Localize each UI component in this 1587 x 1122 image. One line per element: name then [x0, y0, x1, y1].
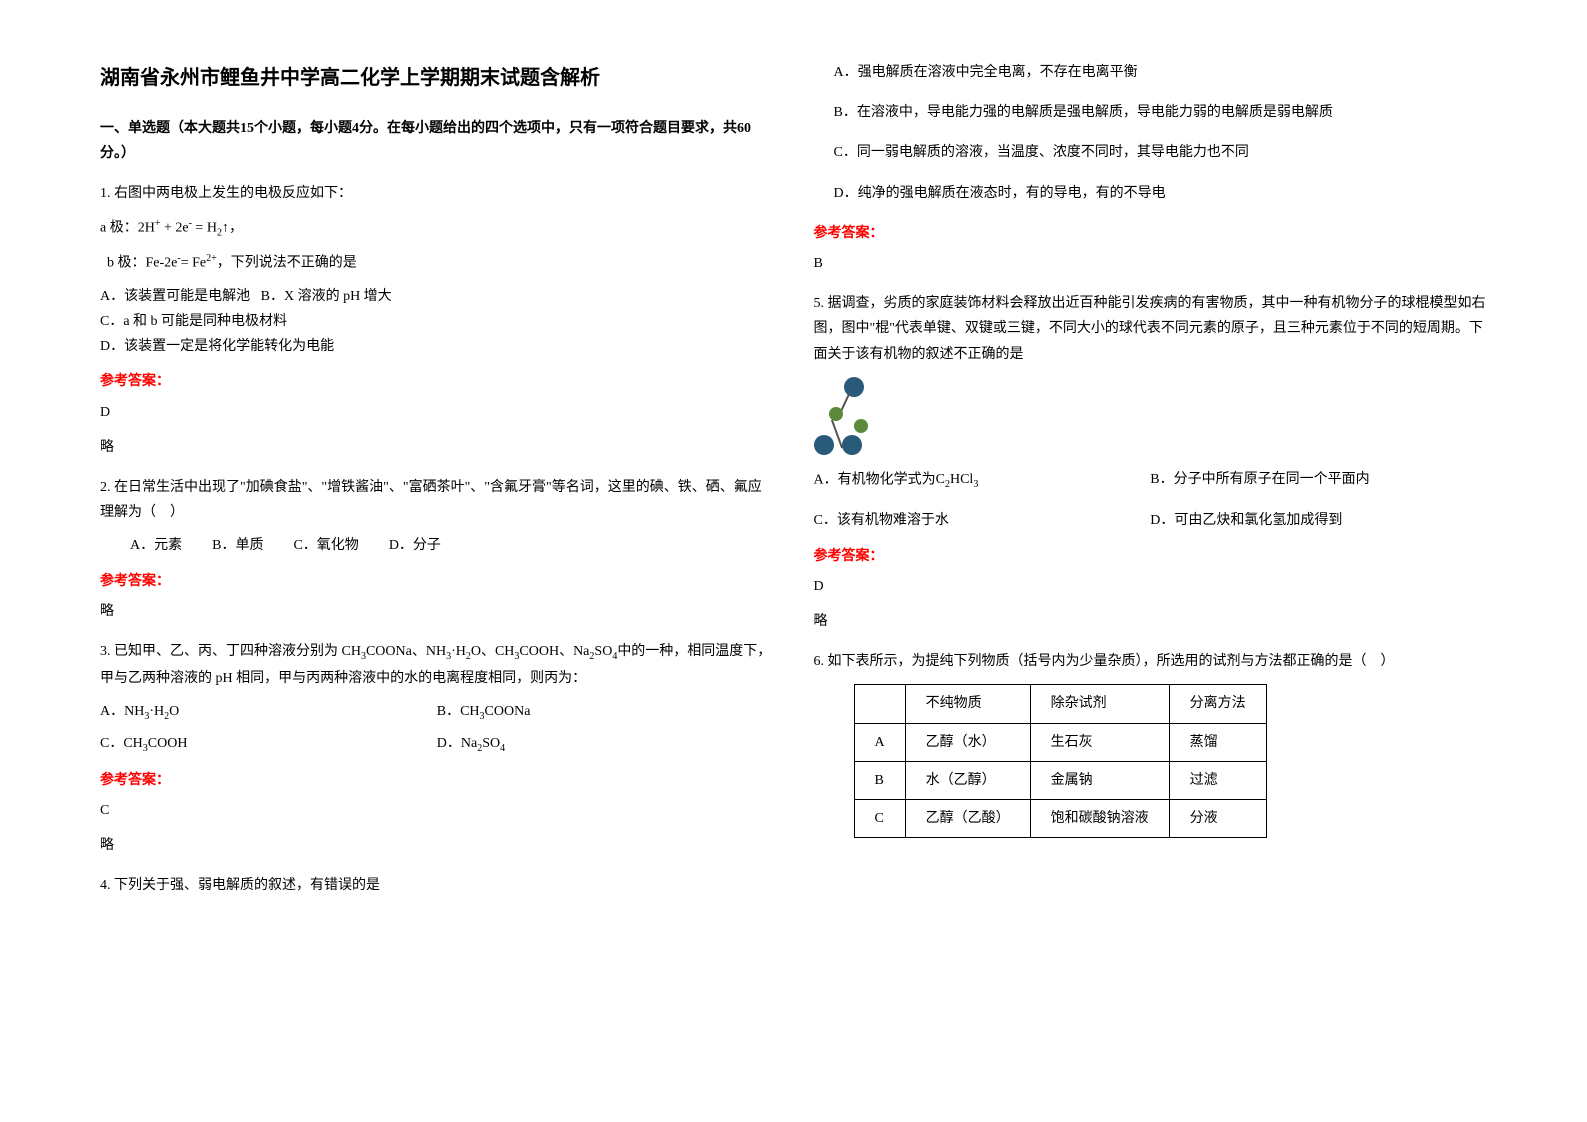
q4-answer: B [814, 251, 1488, 276]
question-6: 6. 如下表所示，为提纯下列物质（括号内为少量杂质），所选用的试剂与方法都正确的… [814, 649, 1488, 838]
q1-line3: b 极：Fe-2e-= Fe2+，下列说法不正确的是 [100, 250, 774, 276]
page-title: 湖南省永州市鲤鱼井中学高二化学上学期期末试题含解析 [100, 60, 774, 96]
th-3: 分离方法 [1169, 685, 1266, 723]
q1-note: 略 [100, 435, 774, 460]
question-3: 3. 已知甲、乙、丙、丁四种溶液分别为 CH3COONa、NH3·H2O、CH3… [100, 639, 774, 858]
right-column: A．强电解质在溶液中完全电离，不存在电离平衡 B．在溶液中，导电能力强的电解质是… [794, 60, 1508, 1062]
q1-optC: C．a 和 b 可能是同种电极材料 [100, 309, 774, 334]
q3-optD: D．Na2SO4 [437, 731, 774, 758]
q4-optD: D．纯净的强电解质在液态时，有的导电，有的不导电 [834, 181, 1488, 206]
q2-note: 略 [100, 599, 774, 624]
section-header: 一、单选题（本大题共15个小题，每小题4分。在每小题给出的四个选项中，只有一项符… [100, 116, 774, 166]
q2-options: A．元素 B．单质 C．氧化物 D．分子 [130, 533, 774, 558]
table-header-row: 不纯物质 除杂试剂 分离方法 [854, 685, 1266, 723]
q4-optC: C．同一弱电解质的溶液，当温度、浓度不同时，其导电能力也不同 [834, 140, 1488, 165]
q6-text: 6. 如下表所示，为提纯下列物质（括号内为少量杂质），所选用的试剂与方法都正确的… [814, 649, 1488, 674]
q5-optC: C．该有机物难溶于水 [814, 508, 1151, 533]
q2-optB: B．单质 [212, 533, 263, 558]
table-row: B 水（乙醇） 金属钠 过滤 [854, 761, 1266, 799]
table-row: A 乙醇（水） 生石灰 蒸馏 [854, 723, 1266, 761]
q3-row1: A．NH3·H2O B．CH3COONa [100, 699, 774, 726]
q1-optD: D．该装置一定是将化学能转化为电能 [100, 334, 774, 359]
q3-optB: B．CH3COONa [437, 699, 774, 726]
q5-answer: D [814, 574, 1488, 599]
q4-text: 4. 下列关于强、弱电解质的叙述，有错误的是 [100, 873, 774, 898]
q3-optC: C．CH3COOH [100, 731, 437, 758]
question-5: 5. 据调查，劣质的家庭装饰材料会释放出近百种能引发疾病的有害物质，其中一种有机… [814, 291, 1488, 634]
answer-label: 参考答案： [814, 544, 1488, 569]
q1-line1: 1. 右图中两电极上发生的电极反应如下： [100, 181, 774, 206]
q3-note: 略 [100, 833, 774, 858]
th-1: 不纯物质 [905, 685, 1030, 723]
q6-table: 不纯物质 除杂试剂 分离方法 A 乙醇（水） 生石灰 蒸馏 B 水（乙醇） 金属… [854, 684, 1267, 838]
left-column: 湖南省永州市鲤鱼井中学高二化学上学期期末试题含解析 一、单选题（本大题共15个小… [80, 60, 794, 1062]
answer-label: 参考答案： [100, 369, 774, 394]
q4-optB: B．在溶液中，导电能力强的电解质是强电解质，导电能力弱的电解质是弱电解质 [834, 100, 1488, 125]
answer-label: 参考答案： [100, 768, 774, 793]
molecule-diagram [814, 377, 874, 457]
q5-note: 略 [814, 609, 1488, 634]
q3-row2: C．CH3COOH D．Na2SO4 [100, 731, 774, 758]
q3-text: 3. 已知甲、乙、丙、丁四种溶液分别为 CH3COONa、NH3·H2O、CH3… [100, 639, 774, 691]
q5-optA: A．有机物化学式为C2HCl3 [814, 467, 1151, 494]
q5-optD: D．可由乙炔和氯化氢加成得到 [1150, 508, 1487, 533]
answer-label: 参考答案： [814, 221, 1488, 246]
question-4: 4. 下列关于强、弱电解质的叙述，有错误的是 [100, 873, 774, 898]
q5-row1: A．有机物化学式为C2HCl3 B．分子中所有原子在同一个平面内 [814, 467, 1488, 494]
answer-label: 参考答案： [100, 569, 774, 594]
q1-answer: D [100, 400, 774, 425]
q2-optA: A．元素 [130, 533, 182, 558]
q4-optA: A．强电解质在溶液中完全电离，不存在电离平衡 [834, 60, 1488, 85]
q5-text: 5. 据调查，劣质的家庭装饰材料会释放出近百种能引发疾病的有害物质，其中一种有机… [814, 291, 1488, 367]
question-4-continued: A．强电解质在溶液中完全电离，不存在电离平衡 B．在溶液中，导电能力强的电解质是… [814, 60, 1488, 276]
question-1: 1. 右图中两电极上发生的电极反应如下： a 极：2H+ + 2e- = H2↑… [100, 181, 774, 460]
q1-line2: a 极：2H+ + 2e- = H2↑， [100, 215, 774, 242]
q5-row2: C．该有机物难溶于水 D．可由乙炔和氯化氢加成得到 [814, 508, 1488, 533]
question-2: 2. 在日常生活中出现了"加碘食盐"、"增铁酱油"、"富硒茶叶"、"含氟牙膏"等… [100, 475, 774, 624]
q2-text: 2. 在日常生活中出现了"加碘食盐"、"增铁酱油"、"富硒茶叶"、"含氟牙膏"等… [100, 475, 774, 525]
q5-optB: B．分子中所有原子在同一个平面内 [1150, 467, 1487, 494]
q3-optA: A．NH3·H2O [100, 699, 437, 726]
q1-optAB: A．该装置可能是电解池 B．X 溶液的 pH 增大 [100, 284, 774, 309]
th-2: 除杂试剂 [1030, 685, 1169, 723]
q2-optC: C．氧化物 [293, 533, 358, 558]
th-0 [854, 685, 905, 723]
q3-answer: C [100, 798, 774, 823]
q2-optD: D．分子 [389, 533, 441, 558]
table-row: C 乙醇（乙酸） 饱和碳酸钠溶液 分液 [854, 799, 1266, 837]
